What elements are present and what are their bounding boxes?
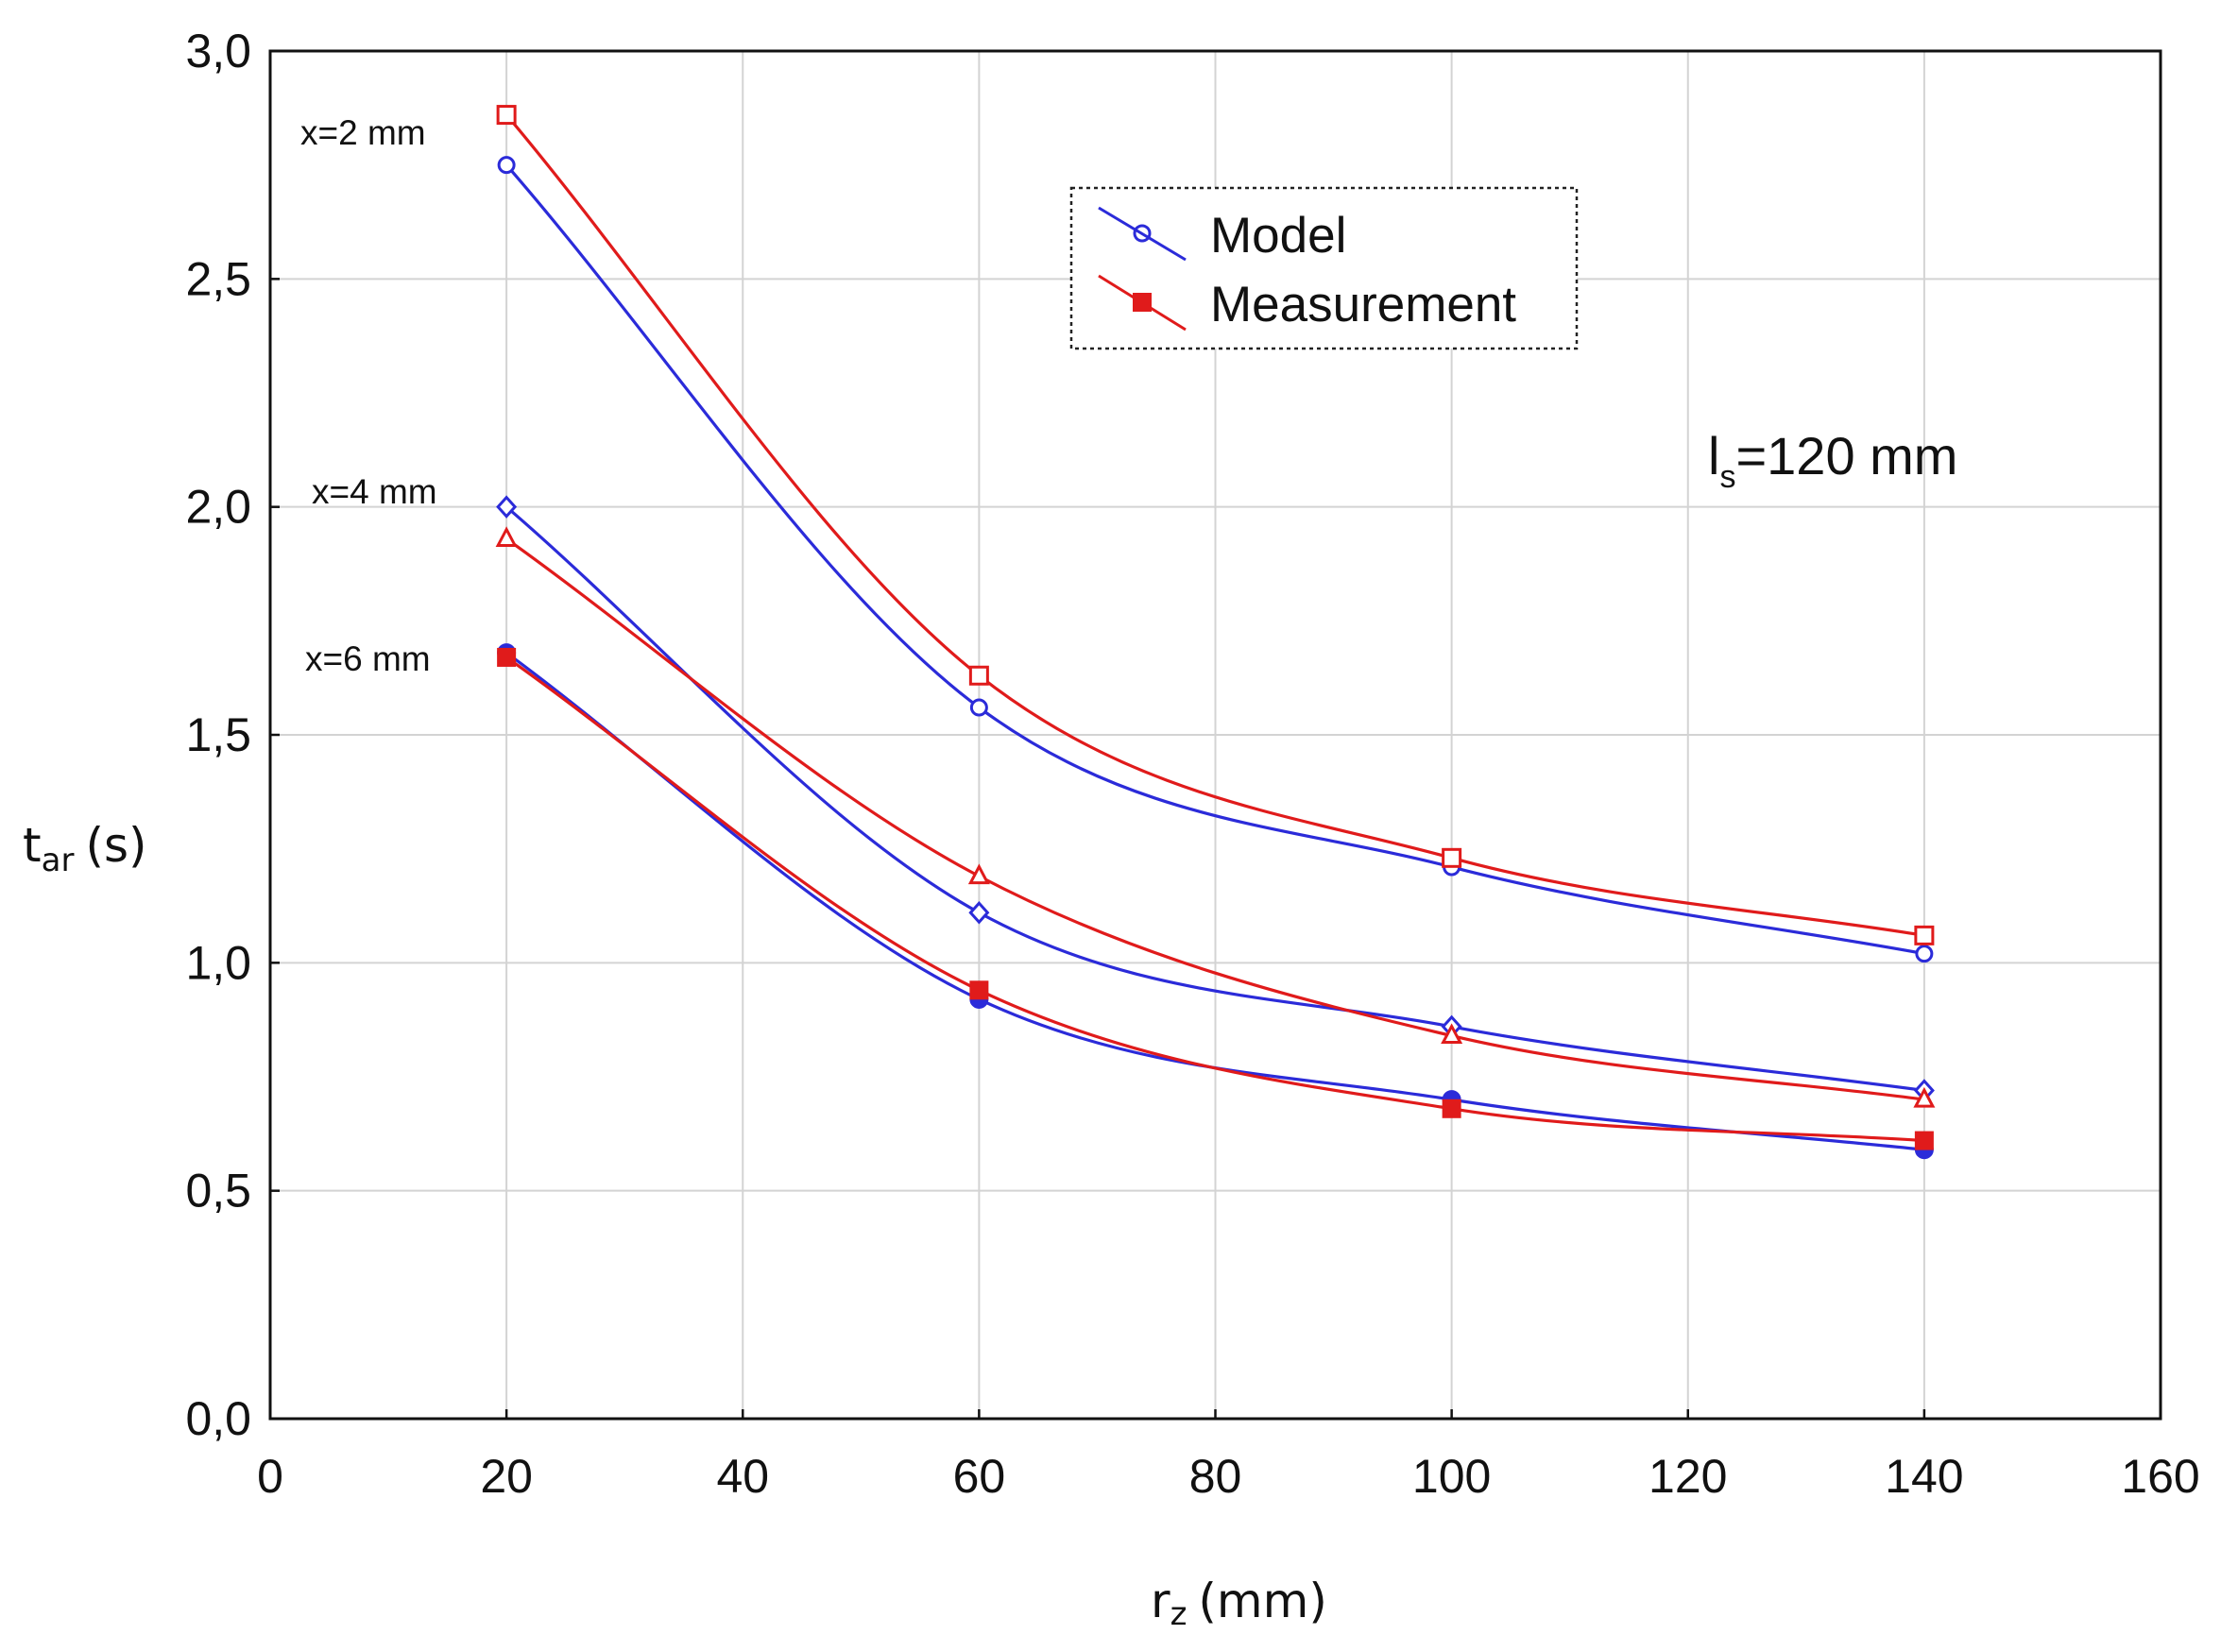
legend: Model Measurement [1069, 186, 1579, 350]
y-axis-title-sub: ar [42, 842, 75, 879]
x-axis-title: rz (mm) [1151, 1574, 1327, 1633]
data-point-model-x2mm-0 [497, 156, 516, 175]
data-point-model-x2mm-3 [1915, 945, 1934, 963]
y-tick-label-2: 1,0 [185, 936, 251, 989]
x-tick-label-8: 160 [2121, 1450, 2199, 1503]
y-tick-label-3: 1,5 [185, 708, 251, 761]
x-tick-label-0: 0 [257, 1450, 283, 1503]
grid-lines [270, 51, 2161, 1419]
data-point-model-x4mm-0 [496, 495, 518, 519]
x-tick-label-6: 120 [1649, 1450, 1727, 1503]
x-axis-title-unit: (mm) [1198, 1574, 1326, 1628]
y-tick-label-4: 2,0 [185, 481, 251, 534]
x-axis-title-main: r [1151, 1574, 1170, 1628]
x-tick-label-1: 20 [480, 1450, 533, 1503]
data-point-measurement-x6mm-3 [1914, 1131, 1934, 1150]
series-group [495, 105, 1936, 1160]
data-point-measurement-x4mm-0 [495, 526, 518, 547]
data-point-measurement-x2mm-0 [496, 105, 517, 126]
legend-model-marker [1133, 224, 1152, 243]
legend-measurement-label: Measurement [1210, 277, 1516, 332]
y-axis-title-unit: (s) [85, 818, 146, 873]
x-tick-label-2: 40 [716, 1450, 769, 1503]
series-line-measurement-x2mm [504, 113, 1925, 937]
legend-measurement-marker [1133, 293, 1152, 312]
ls-annotation-text: =120 mm [1735, 426, 1957, 485]
x-tick-label-5: 100 [1412, 1450, 1491, 1503]
data-point-model-x2mm-1 [969, 698, 988, 717]
series-line-measurement-x6mm [505, 656, 1924, 1143]
legend-box [1069, 186, 1579, 350]
y-tick-label-1: 0,5 [185, 1165, 251, 1218]
series-label-x4: x=4 mm [312, 472, 437, 511]
series-line-model-x2mm [504, 163, 1925, 956]
x-axis-title-sub: z [1170, 1595, 1187, 1633]
data-point-measurement-x6mm-0 [497, 647, 517, 667]
data-point-measurement-x2mm-1 [968, 665, 989, 686]
data-point-measurement-x4mm-1 [967, 863, 990, 885]
legend-model-label: Model [1210, 208, 1346, 264]
y-tick-label-0: 0,0 [185, 1392, 251, 1445]
series-line-model-x4mm [505, 505, 1925, 1093]
legend-model-line [1098, 206, 1187, 262]
ls-annotation-main: l [1708, 426, 1719, 485]
data-point-measurement-x6mm-1 [969, 980, 989, 1000]
tick-labels: 0 20 40 60 80 100 120 140 160 0,0 0,5 1,0 1,5 2,0 2,5 3… [185, 25, 2199, 1503]
data-point-measurement-x4mm-2 [1441, 1023, 1463, 1045]
series-line-measurement-x4mm [505, 537, 1925, 1101]
y-axis-title: tar (s) [23, 818, 147, 879]
ls-annotation: ls=120 mm [1708, 426, 1957, 495]
data-point-measurement-x2mm-2 [1442, 847, 1462, 868]
y-tick-label-5: 2,5 [185, 252, 251, 305]
x-tick-label-4: 80 [1189, 1450, 1242, 1503]
x-tick-label-3: 60 [953, 1450, 1006, 1503]
data-point-measurement-x6mm-2 [1442, 1098, 1461, 1118]
x-tick-label-7: 140 [1885, 1450, 1963, 1503]
y-axis-title-main: t [23, 818, 42, 873]
ls-annotation-sub: s [1719, 459, 1735, 495]
data-point-measurement-x4mm-3 [1913, 1086, 1936, 1108]
series-label-x6: x=6 mm [305, 639, 431, 678]
series-label-x2: x=2 mm [300, 113, 426, 152]
data-point-measurement-x2mm-3 [1914, 925, 1935, 945]
y-tick-label-6: 3,0 [185, 25, 251, 77]
data-point-model-x4mm-1 [968, 900, 990, 925]
